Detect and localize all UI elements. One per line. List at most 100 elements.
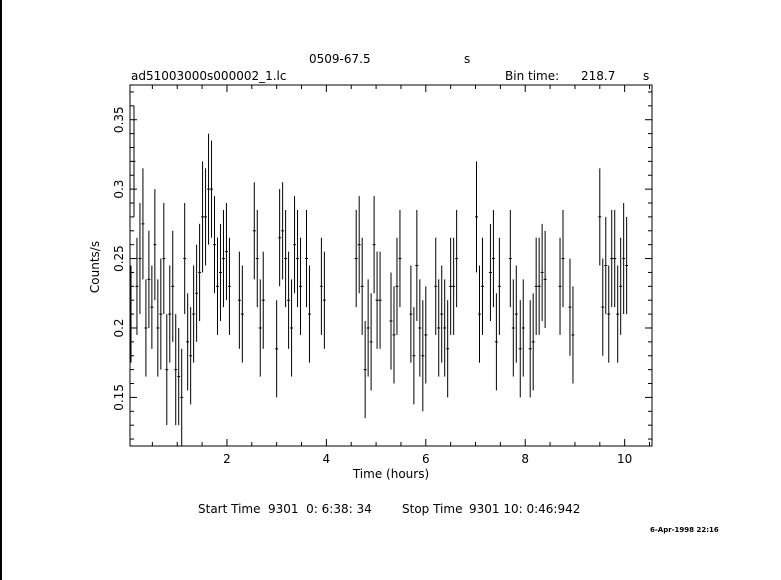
x-tick-label: 2 — [223, 452, 231, 466]
data-point — [537, 237, 541, 335]
source-unit: s — [464, 52, 471, 66]
data-point — [511, 279, 515, 377]
data-point — [198, 223, 202, 322]
x-tick-label: 4 — [323, 452, 331, 466]
data-point — [357, 196, 361, 294]
stop-time-label: Stop Time — [402, 502, 463, 516]
data-point — [543, 230, 547, 328]
data-point — [378, 251, 382, 349]
y-tick-label: 0.2 — [112, 318, 126, 337]
left-edge-rule — [0, 0, 2, 580]
data-point — [446, 300, 450, 398]
y-axis-label: Counts/s — [88, 241, 102, 293]
data-point — [528, 300, 532, 398]
data-point — [221, 209, 225, 308]
x-tick-label: 10 — [617, 452, 632, 466]
data-point — [186, 293, 190, 391]
data-point — [375, 251, 379, 349]
data-point — [421, 300, 425, 412]
data-point — [478, 265, 481, 363]
data-point — [616, 265, 620, 363]
data-point — [177, 327, 181, 426]
stop-time-value: 9301 10: 0:46:942 — [469, 502, 581, 516]
x-axis-label: Time (hours) — [352, 467, 429, 481]
data-point — [141, 168, 145, 280]
data-point — [354, 209, 358, 308]
data-point — [366, 279, 370, 377]
data-point — [571, 286, 575, 384]
data-point — [518, 300, 522, 398]
data-point — [558, 237, 562, 335]
data-point — [192, 265, 196, 363]
data-point — [360, 237, 364, 335]
data-point — [281, 182, 285, 280]
data-point — [392, 286, 396, 384]
data-point — [165, 314, 169, 426]
data-point — [255, 209, 259, 308]
data-point — [409, 265, 413, 363]
data-point — [153, 189, 157, 301]
data-point — [488, 223, 492, 322]
data-point — [531, 293, 535, 391]
bin-time-unit: s — [643, 69, 650, 83]
data-point — [622, 203, 626, 315]
data-point — [252, 182, 256, 280]
data-point — [521, 279, 525, 377]
x-tick-label: 8 — [521, 452, 529, 466]
data-point — [275, 300, 279, 398]
start-time-label: Start Time — [198, 502, 261, 516]
data-point — [491, 209, 495, 308]
data-point — [210, 140, 214, 238]
data-point — [216, 237, 219, 335]
data-point — [261, 251, 265, 349]
data-point — [159, 258, 163, 370]
data-point — [287, 251, 291, 349]
bin-time-label: Bin time: — [505, 69, 560, 83]
data-point — [147, 230, 151, 328]
data-point — [613, 209, 617, 308]
data-point — [607, 265, 611, 363]
data-point — [207, 133, 211, 245]
data-point — [412, 307, 416, 405]
x-tick-label: 6 — [422, 452, 430, 466]
data-point — [180, 348, 184, 446]
data-point — [224, 203, 228, 301]
data-point — [307, 265, 311, 363]
data-point — [296, 209, 300, 308]
data-point — [293, 196, 297, 294]
data-point — [418, 279, 422, 377]
data-point — [132, 105, 136, 217]
data-point — [443, 279, 447, 377]
data-point — [480, 237, 484, 335]
data-point — [183, 203, 187, 315]
data-point — [494, 293, 498, 391]
data-point — [322, 251, 326, 349]
data-point — [156, 279, 160, 377]
lightcurve-filename: ad51003000s000002_1.lc — [131, 69, 287, 83]
data-point — [138, 203, 142, 315]
data-point — [162, 203, 166, 315]
data-point — [278, 189, 282, 287]
data-point — [290, 279, 294, 377]
data-point — [227, 237, 231, 335]
data-point — [434, 237, 438, 335]
y-tick-label: 0.3 — [112, 180, 126, 199]
data-point — [363, 321, 367, 419]
data-point — [437, 279, 441, 377]
data-point — [195, 244, 199, 342]
data-point — [304, 209, 308, 308]
data-point — [455, 209, 459, 308]
y-tick-label: 0.25 — [112, 245, 126, 272]
data-point — [625, 216, 629, 315]
data-point — [601, 258, 605, 356]
data-point — [449, 237, 453, 335]
source-name: 0509-67.5 — [309, 52, 371, 66]
data-point — [135, 237, 139, 335]
data-point — [619, 237, 623, 335]
data-point — [240, 265, 244, 363]
data-point — [299, 237, 303, 335]
data-point — [171, 230, 175, 342]
plot-frame — [129, 84, 653, 447]
plot-datestamp: 6-Apr-1998 22:16 — [650, 526, 719, 534]
